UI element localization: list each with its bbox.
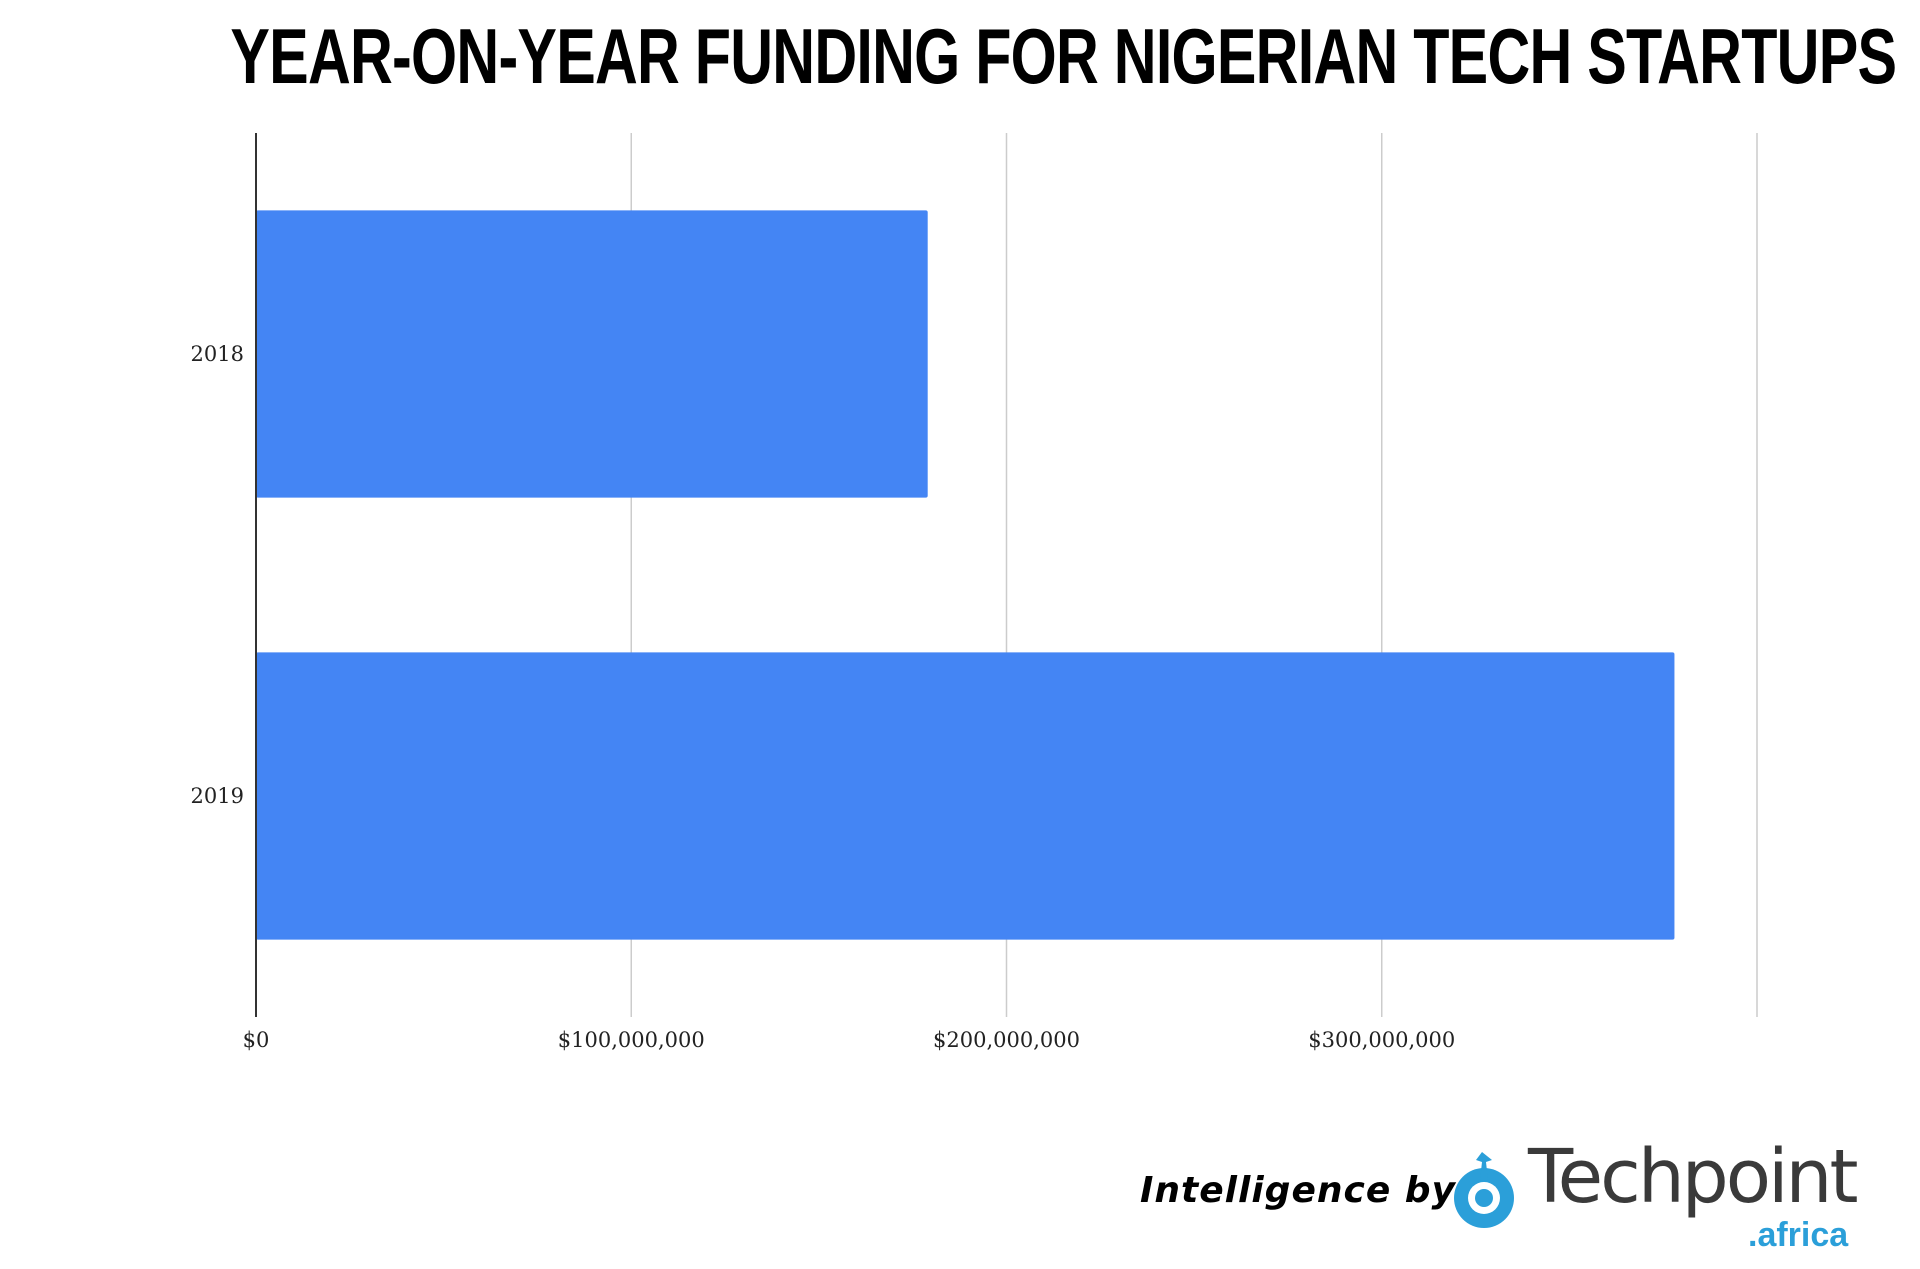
bars — [256, 210, 1675, 940]
x-tick-label: $0 — [243, 1028, 270, 1052]
bar-2019 — [256, 652, 1675, 940]
bar-2018 — [256, 210, 928, 498]
x-tick-label: $200,000,000 — [933, 1028, 1080, 1052]
y-tick-label: 2018 — [191, 342, 244, 366]
logo-wordmark: Techpoint — [1528, 1134, 1858, 1220]
x-tick-label: $300,000,000 — [1308, 1028, 1455, 1052]
x-tick-label: $100,000,000 — [558, 1028, 705, 1052]
logo-suffix: .africa — [1748, 1216, 1849, 1254]
x-tick-labels: $0 $100,000,000 $200,000,000 $300,000,000 — [243, 1028, 1456, 1052]
y-tick-label: 2019 — [191, 784, 244, 808]
y-tick-labels: 2018 2019 — [191, 342, 244, 808]
target-pin-icon — [1454, 1152, 1514, 1228]
intelligence-by-label: Intelligence by — [1140, 1170, 1457, 1211]
branding: Intelligence by Techpoint .africa — [1130, 1134, 1858, 1260]
chart-title: YEAR-ON-YEAR FUNDING FOR NIGERIAN TECH S… — [230, 12, 1897, 100]
